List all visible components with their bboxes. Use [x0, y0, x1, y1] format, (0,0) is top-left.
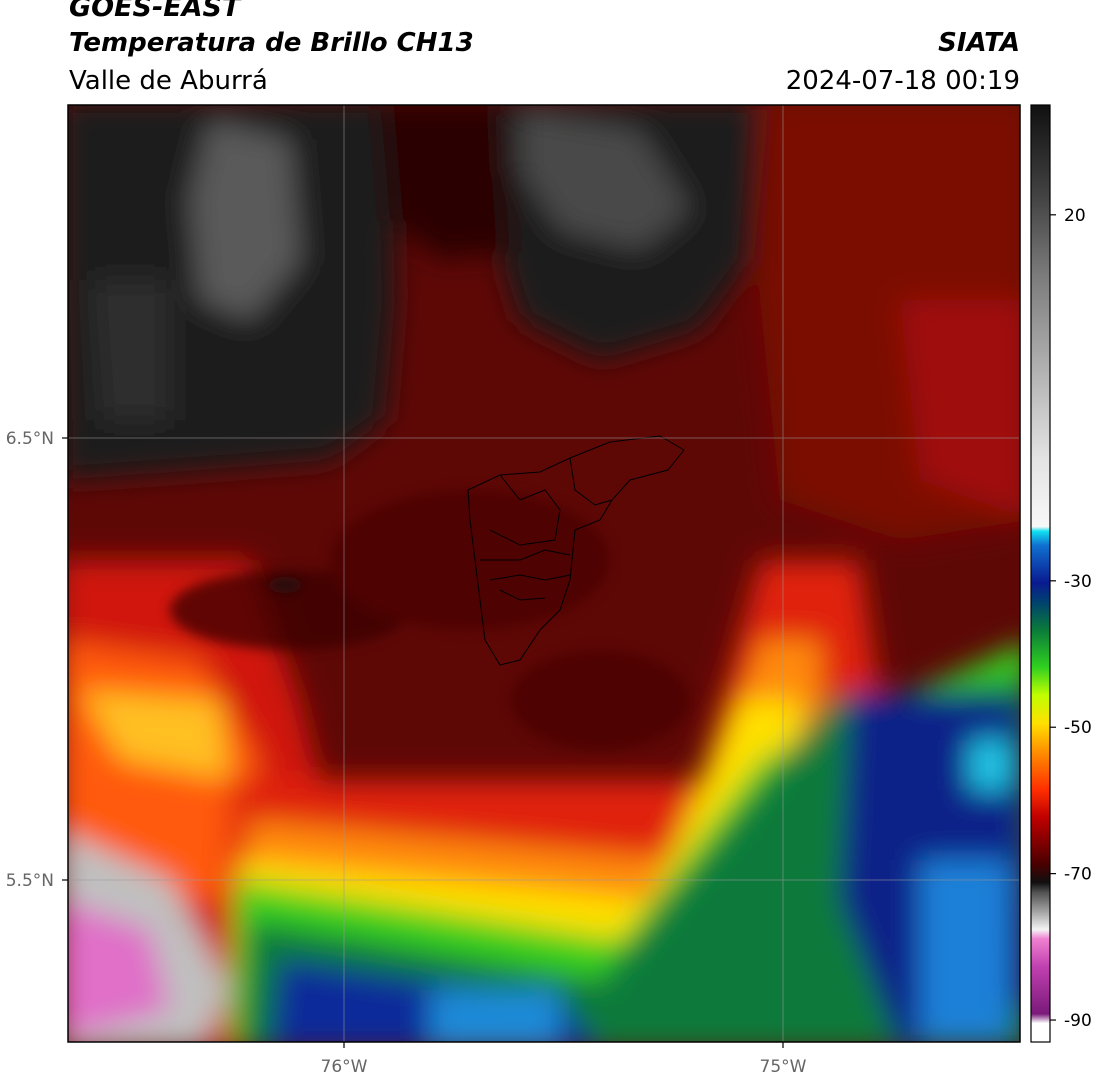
- colorbar-tick-label: -30: [1064, 572, 1092, 592]
- map-frame: [67, 104, 1021, 1043]
- colorbar-tick-label: -70: [1064, 865, 1092, 885]
- colorbar-tick-label: -90: [1064, 1011, 1092, 1031]
- lat-label-6-5: 6.5°N: [6, 429, 54, 449]
- graticule: [68, 105, 1020, 1042]
- brightness-temperature-field: [68, 105, 1020, 1042]
- colorbar-tick-label: -50: [1064, 718, 1092, 738]
- colorbar-frame: [1030, 104, 1051, 1043]
- lon-label-76w: 76°W: [321, 1057, 368, 1077]
- product-title: Temperatura de Brillo CH13: [69, 28, 474, 58]
- colorbar: 20 -30 -50 -70 -90: [1030, 104, 1092, 1043]
- organization-label: SIATA: [938, 28, 1020, 58]
- colorbar-tick-label: 20: [1064, 206, 1086, 226]
- lon-label-75w: 75°W: [760, 1057, 807, 1077]
- satellite-title: GOES-EAST: [69, 0, 241, 23]
- colorbar-gradient: [1031, 105, 1050, 1042]
- region-title: Valle de Aburrá: [69, 66, 268, 96]
- timestamp-label: 2024-07-18 00:19: [785, 66, 1020, 96]
- lat-label-5-5: 5.5°N: [6, 871, 54, 891]
- valle-aburra-boundary: [467, 435, 685, 666]
